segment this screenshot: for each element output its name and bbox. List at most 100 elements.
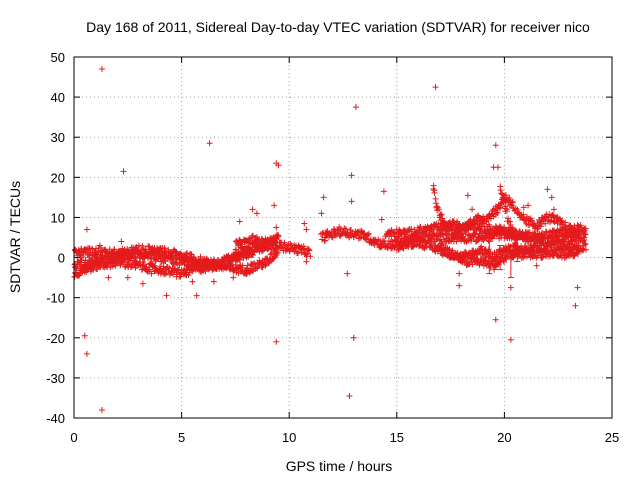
data-point-marker (112, 255, 119, 262)
data-point-marker (469, 206, 476, 213)
data-point-marker (443, 220, 450, 227)
data-point-marker (572, 302, 579, 309)
data-point-marker (192, 267, 199, 274)
chart-title: Day 168 of 2011, Sidereal Day-to-day VTE… (86, 19, 590, 35)
data-point-marker (348, 198, 355, 205)
y-tick-label: -10 (46, 291, 65, 306)
data-point-marker (464, 192, 471, 199)
data-point-marker (431, 189, 438, 196)
data-point-marker (73, 265, 80, 272)
data-point-marker (509, 199, 516, 206)
data-point-marker (507, 336, 514, 343)
data-point-marker (306, 247, 313, 254)
data-point-marker (501, 258, 508, 265)
data-point-marker (557, 217, 564, 224)
data-point-marker (304, 250, 311, 257)
data-track-track-i (436, 240, 582, 273)
data-point-marker (553, 240, 560, 247)
x-tick-label: 0 (70, 430, 77, 445)
data-point-marker (189, 278, 196, 285)
data-point-marker (211, 258, 218, 265)
data-point-marker (423, 230, 430, 237)
data-point-marker (438, 211, 445, 218)
data-point-marker (533, 262, 540, 269)
data-point-marker (124, 274, 131, 281)
data-point-marker (502, 205, 509, 212)
data-point-marker (81, 332, 88, 339)
data-point-marker (507, 284, 514, 291)
data-point-marker (273, 338, 280, 345)
data-point-marker (303, 258, 310, 265)
data-point-marker (441, 249, 448, 256)
data-point-marker (348, 172, 355, 179)
data-point-marker (581, 240, 588, 247)
outlier-points (77, 66, 581, 413)
data-point-marker (492, 316, 499, 323)
data-point-marker (456, 270, 463, 277)
data-point-marker (273, 224, 280, 231)
data-point-marker (581, 234, 588, 241)
data-point-marker (430, 185, 437, 192)
plot-frame (73, 56, 613, 419)
data-point-marker (379, 242, 386, 249)
data-point-marker (77, 257, 84, 264)
data-point-marker (561, 254, 568, 261)
data-point-marker (462, 253, 469, 260)
data-point-marker (575, 239, 582, 246)
data-point-marker (548, 194, 555, 201)
data-point-marker (390, 229, 397, 236)
x-axis-label: GPS time / hours (286, 458, 393, 474)
data-point-marker (271, 202, 278, 209)
data-point-marker (346, 392, 353, 399)
data-point-marker (322, 237, 329, 244)
data-point-marker (232, 246, 239, 253)
data-point-marker (405, 226, 412, 233)
data-point-marker (242, 266, 249, 273)
axis-ticks: 0 5 10 15 20 25 -40 -30 -20 -10 0 10 20 30 40 50 (46, 50, 619, 445)
data-point-marker (83, 226, 90, 233)
data-point-marker (535, 247, 542, 254)
y-tick-label: 20 (51, 170, 65, 185)
data-point-marker (105, 274, 112, 281)
data-point-marker (466, 249, 473, 256)
data-point-marker (560, 238, 567, 245)
data-point-marker (437, 211, 444, 218)
data-point-marker (273, 250, 280, 257)
data-point-marker (210, 278, 217, 285)
y-tick-label: -30 (46, 371, 65, 386)
data-point-marker (148, 270, 155, 277)
data-point-marker (301, 220, 308, 227)
data-point-marker (458, 257, 465, 264)
data-point-marker (418, 236, 425, 243)
data-point-marker (172, 250, 179, 257)
data-point-marker (456, 282, 463, 289)
data-point-marker (462, 227, 469, 234)
data-point-marker (481, 223, 488, 230)
data-point-marker (486, 223, 493, 230)
data-point-marker (197, 253, 204, 260)
data-point-marker (352, 104, 359, 111)
data-point-marker (520, 204, 527, 211)
data-point-marker (442, 250, 449, 257)
data-point-marker (275, 233, 282, 240)
data-point-marker (435, 206, 442, 213)
data-point-marker (202, 268, 209, 275)
data-track-track-b (72, 242, 281, 277)
data-point-marker (544, 186, 551, 193)
data-point-marker (508, 226, 515, 233)
data-point-marker (158, 253, 165, 260)
data-point-marker (236, 218, 243, 225)
data-point-marker (476, 214, 483, 221)
data-point-marker (418, 236, 425, 243)
data-point-marker (408, 234, 415, 241)
data-point-marker (275, 162, 282, 169)
data-point-marker (98, 66, 105, 73)
data-point-marker (491, 266, 498, 273)
data-point-marker (539, 254, 546, 261)
data-point-marker (458, 230, 465, 237)
data-point-marker (307, 253, 314, 260)
data-point-marker (503, 208, 510, 215)
data-point-marker (496, 223, 503, 230)
data-point-marker (120, 257, 127, 264)
